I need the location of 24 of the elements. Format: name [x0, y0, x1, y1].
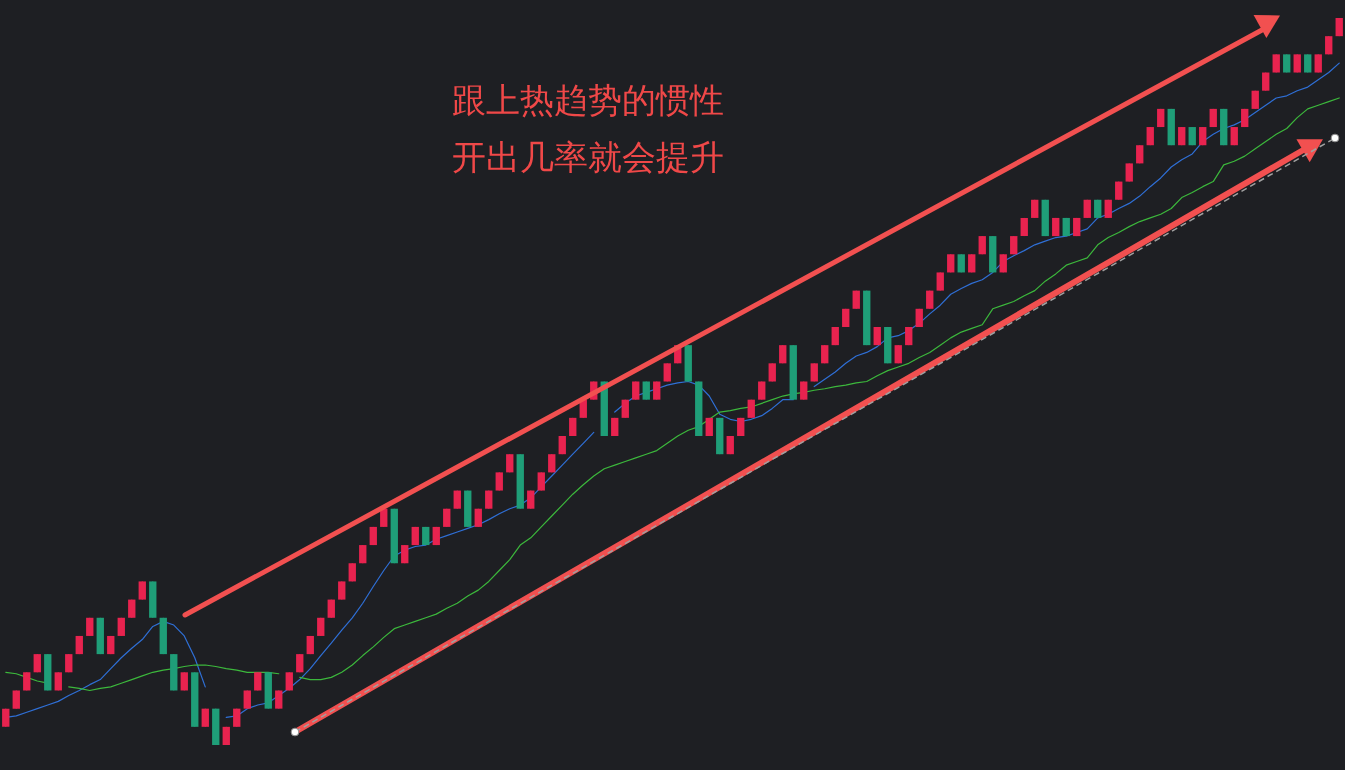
candlestick	[663, 362, 671, 382]
candlestick	[338, 580, 346, 601]
candlestick	[1304, 53, 1312, 74]
candlestick	[1125, 162, 1133, 183]
candlestick	[758, 381, 766, 401]
candlestick	[632, 381, 640, 401]
candlestick	[537, 471, 545, 492]
candlestick	[810, 362, 818, 382]
candlestick	[768, 362, 776, 382]
candlestick	[12, 689, 20, 710]
candlestick	[1293, 53, 1301, 74]
candlestick	[1283, 53, 1291, 74]
candlestick	[1272, 53, 1280, 74]
candlestick	[642, 381, 650, 401]
annotation: 开出几率就会提升	[452, 137, 724, 177]
candlestick	[243, 689, 251, 710]
candlestick	[275, 689, 283, 710]
candlestick	[800, 381, 808, 401]
candlestick	[495, 471, 503, 492]
annotation: 跟上热趋势的惯性	[452, 80, 724, 120]
candlestick	[936, 271, 944, 292]
candlestick	[1314, 53, 1322, 74]
candlestick	[653, 381, 661, 401]
candlestick	[138, 580, 146, 601]
